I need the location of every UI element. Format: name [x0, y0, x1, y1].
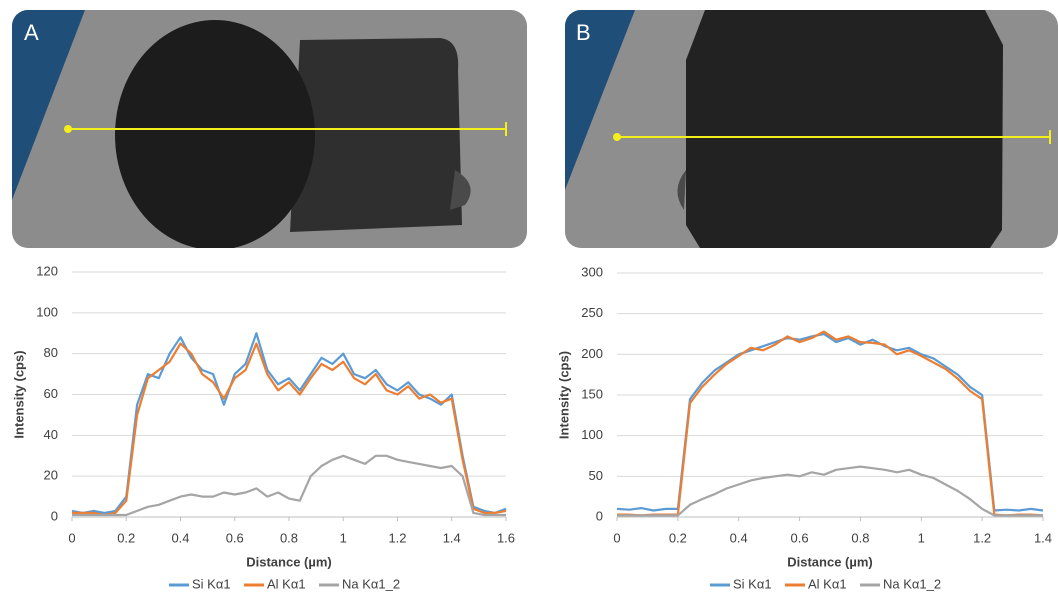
y-tick-label: 200: [581, 346, 603, 361]
x-tick-label: 1: [340, 530, 347, 545]
legend-label: Al Kα1: [267, 576, 306, 591]
panel-label: A: [24, 20, 39, 45]
series-line: [71, 332, 507, 514]
y-tick-label: 250: [581, 305, 603, 320]
legend-label: Si Kα1: [733, 576, 772, 591]
x-tick-label: 1.6: [497, 530, 515, 545]
x-tick-label: 1.2: [973, 530, 991, 545]
panel-label: B: [576, 20, 591, 45]
x-tick-label: 0.8: [280, 530, 298, 545]
legend-label: Si Kα1: [192, 576, 231, 591]
x-tick-label: 1.2: [388, 530, 406, 545]
x-tick-label: 0.2: [669, 530, 687, 545]
y-axis-title: Intensity (cps): [556, 351, 571, 439]
y-axis-title: Intensity (cps): [11, 350, 26, 438]
y-tick-label: 60: [44, 386, 58, 401]
series-line: [617, 465, 1043, 517]
legend-label: Na Kα1_2: [883, 576, 941, 591]
x-tick-label: 0: [613, 530, 620, 545]
y-tick-label: 50: [589, 468, 603, 483]
y-tick-label: 0: [51, 508, 58, 523]
y-tick-label: 100: [36, 304, 58, 319]
x-axis-title: Distance (µm): [246, 554, 332, 569]
x-tick-label: 0.4: [171, 530, 189, 545]
x-tick-label: 0.6: [226, 530, 244, 545]
x-tick-label: 1.4: [443, 530, 461, 545]
x-tick-label: 1: [918, 530, 925, 545]
micrograph-a: [12, 10, 527, 248]
x-tick-label: 1.4: [1034, 530, 1052, 545]
legend-label: Na Kα1_2: [342, 576, 400, 591]
x-axis-title: Distance (µm): [787, 554, 873, 569]
x-tick-label: 0: [68, 530, 75, 545]
y-tick-label: 120: [36, 263, 58, 278]
y-tick-label: 40: [44, 427, 58, 442]
y-tick-label: 20: [44, 468, 58, 483]
x-tick-label: 0.2: [117, 530, 135, 545]
y-tick-label: 300: [581, 264, 603, 279]
micrograph-b: [565, 10, 1058, 248]
x-tick-label: 0.6: [791, 530, 809, 545]
y-tick-label: 0: [596, 508, 603, 523]
series-line: [72, 342, 507, 517]
legend-label: Al Kα1: [808, 576, 847, 591]
y-tick-label: 80: [44, 345, 58, 360]
series-line: [617, 330, 1044, 517]
y-tick-label: 150: [581, 386, 603, 401]
series-line: [72, 454, 506, 517]
y-tick-label: 100: [581, 427, 603, 442]
x-tick-label: 0.8: [851, 530, 869, 545]
x-tick-label: 0.4: [730, 530, 748, 545]
